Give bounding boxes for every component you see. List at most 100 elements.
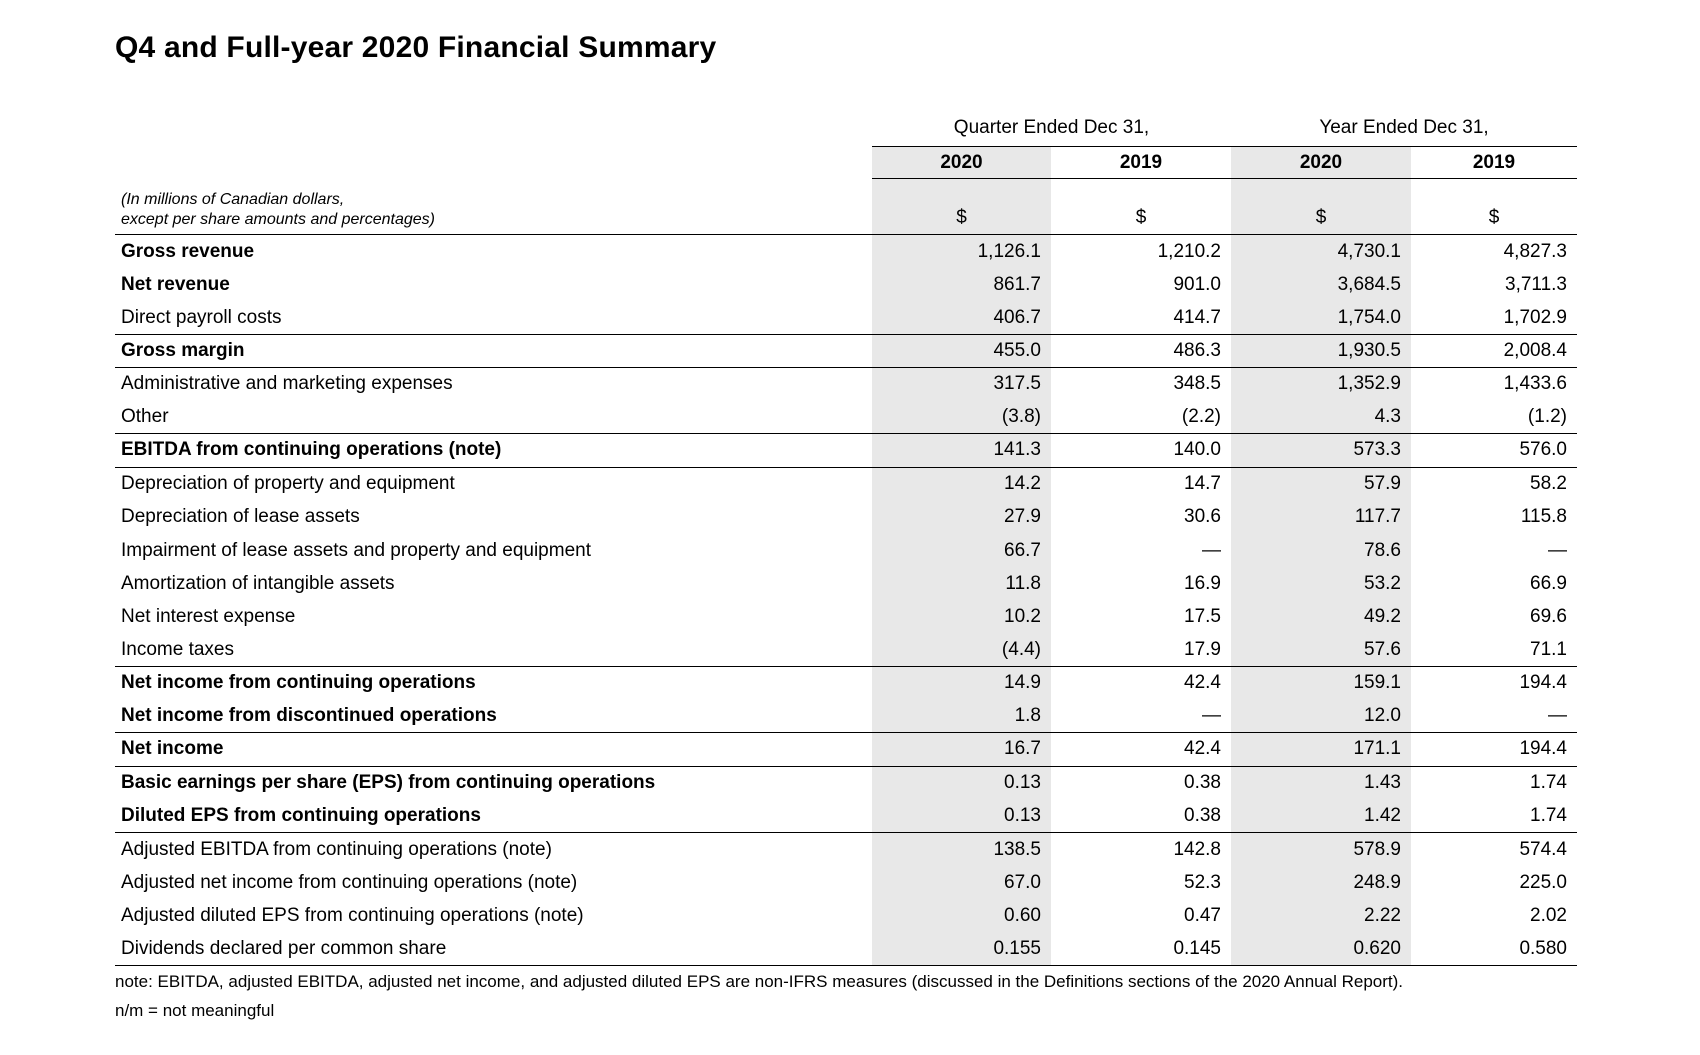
row-value-quarter-2020: 1,126.1	[977, 240, 1041, 262]
row-value-year-2019: 58.2	[1530, 473, 1567, 495]
financial-summary-table: Quarter Ended Dec 31, Year Ended Dec 31,…	[115, 108, 1577, 966]
currency-symbol: $	[956, 207, 967, 228]
row-value-year-2020: 3,684.5	[1337, 273, 1401, 295]
row-value-quarter-2019: 142.8	[1173, 838, 1221, 860]
table-body: Gross revenue 1,126.1 1,210.2 4,730.1 4,…	[115, 235, 1577, 966]
row-value-quarter-2020: (4.4)	[1001, 638, 1041, 660]
row-value-year-2020: 248.9	[1353, 871, 1401, 893]
row-value-quarter-2019: 42.4	[1184, 672, 1221, 694]
row-value-year-2019: 576.0	[1519, 439, 1567, 461]
currency-symbol: $	[1488, 207, 1500, 228]
units-note-line-1: (In millions of Canadian dollars,	[121, 191, 345, 208]
table-row: Net income from discontinued operations …	[115, 700, 1577, 734]
row-value-quarter-2020: 141.3	[993, 439, 1041, 461]
units-note-line-2: except per share amounts and percentages…	[121, 211, 435, 228]
row-value-quarter-2019: —	[1202, 705, 1221, 727]
row-value-year-2020: 1,754.0	[1337, 306, 1401, 328]
row-label: Administrative and marketing expenses	[121, 373, 453, 395]
row-value-year-2019: 194.4	[1519, 738, 1567, 760]
row-value-year-2019: 194.4	[1519, 672, 1567, 694]
row-label: Net interest expense	[121, 606, 296, 628]
row-value-year-2020: 1,352.9	[1337, 373, 1401, 395]
row-value-quarter-2019: 140.0	[1173, 439, 1221, 461]
row-label: Amortization of intangible assets	[121, 572, 395, 594]
row-label: Diluted EPS from continuing operations	[121, 804, 481, 826]
row-value-quarter-2020: 317.5	[993, 373, 1041, 395]
row-label: Dividends declared per common share	[121, 937, 447, 959]
table-row: Net income 16.7 42.4 171.1 194.4	[115, 733, 1577, 767]
table-row: Depreciation of lease assets 27.9 30.6 1…	[115, 501, 1577, 534]
year-header-y2019: 2019	[1411, 147, 1577, 179]
row-value-year-2019: 225.0	[1519, 871, 1567, 893]
row-value-quarter-2020: 406.7	[993, 306, 1041, 328]
row-value-quarter-2019: 17.5	[1184, 606, 1221, 628]
units-row: (In millions of Canadian dollars, except…	[115, 179, 1577, 235]
row-value-year-2019: 1.74	[1530, 772, 1567, 794]
row-value-year-2020: 49.2	[1364, 606, 1401, 628]
row-label: Direct payroll costs	[121, 306, 282, 328]
row-value-quarter-2020: 861.7	[993, 273, 1041, 295]
row-value-year-2020: 78.6	[1364, 539, 1401, 561]
row-value-quarter-2020: 11.8	[1005, 572, 1041, 594]
row-value-year-2020: 4,730.1	[1337, 240, 1401, 262]
table-row: Net interest expense 10.2 17.5 49.2 69.6	[115, 600, 1577, 633]
group-header-spacer	[115, 108, 872, 147]
row-value-year-2020: 117.7	[1354, 506, 1401, 528]
row-value-quarter-2020: 16.7	[1004, 738, 1041, 760]
table-row: Direct payroll costs 406.7 414.7 1,754.0…	[115, 301, 1577, 335]
row-value-quarter-2020: 10.2	[1004, 606, 1041, 628]
row-label: Impairment of lease assets and property …	[121, 539, 591, 561]
row-label: EBITDA from continuing operations (note)	[121, 439, 502, 461]
row-value-quarter-2019: 0.47	[1184, 904, 1221, 926]
row-value-quarter-2020: 14.9	[1004, 672, 1041, 694]
footnote-note: note: EBITDA, adjusted EBITDA, adjusted …	[115, 972, 1403, 991]
row-label: Gross margin	[121, 339, 245, 361]
row-label: Net income from discontinued operations	[121, 705, 497, 727]
row-value-year-2020: 12.0	[1364, 705, 1401, 727]
row-value-year-2020: 1.43	[1364, 772, 1401, 794]
table-row: Gross revenue 1,126.1 1,210.2 4,730.1 4,…	[115, 235, 1577, 268]
row-label: Basic earnings per share (EPS) from cont…	[121, 772, 656, 794]
row-value-year-2020: 578.9	[1353, 838, 1401, 860]
row-value-year-2020: 573.3	[1353, 439, 1401, 461]
table-row: Net revenue 861.7 901.0 3,684.5 3,711.3	[115, 268, 1577, 301]
row-value-year-2019: —	[1548, 705, 1567, 727]
row-value-year-2019: 1.74	[1530, 804, 1567, 826]
currency-symbol: $	[1315, 207, 1327, 228]
table-row: Adjusted net income from continuing oper…	[115, 866, 1577, 899]
row-value-year-2019: 2.02	[1530, 904, 1567, 926]
row-value-year-2019: 1,702.9	[1503, 306, 1567, 328]
row-label: Net income	[121, 738, 224, 760]
row-value-year-2020: 4.3	[1374, 406, 1401, 428]
currency-symbol: $	[1135, 207, 1147, 228]
row-value-quarter-2020: 0.13	[1004, 772, 1041, 794]
table-row: Administrative and marketing expenses 31…	[115, 368, 1577, 401]
table-row: Diluted EPS from continuing operations 0…	[115, 800, 1577, 833]
row-value-year-2020: 0.620	[1353, 937, 1401, 959]
row-value-quarter-2019: 17.9	[1184, 638, 1221, 660]
row-value-quarter-2019: 52.3	[1184, 871, 1221, 893]
table-row: Dividends declared per common share 0.15…	[115, 933, 1577, 966]
row-label: Adjusted net income from continuing oper…	[121, 871, 578, 893]
row-value-quarter-2019: (2.2)	[1181, 406, 1221, 428]
row-value-year-2020: 159.1	[1353, 672, 1401, 694]
group-header-quarter: Quarter Ended Dec 31,	[872, 108, 1231, 147]
row-value-quarter-2019: 901.0	[1173, 273, 1221, 295]
row-label: Income taxes	[121, 638, 234, 660]
row-value-year-2019: 69.6	[1530, 606, 1567, 628]
row-value-quarter-2020: 1.8	[1014, 705, 1041, 727]
row-label: Depreciation of lease assets	[121, 506, 360, 528]
highlight-column-year-2020	[1231, 147, 1411, 966]
row-value-year-2020: 2.22	[1364, 904, 1401, 926]
row-label: Other	[121, 406, 169, 428]
row-label: Gross revenue	[121, 240, 255, 262]
footnote-nm: n/m = not meaningful	[115, 1001, 275, 1020]
row-value-quarter-2019: —	[1202, 539, 1221, 561]
row-value-quarter-2019: 42.4	[1184, 738, 1221, 760]
table-row: Other (3.8) (2.2) 4.3 (1.2)	[115, 401, 1577, 435]
row-value-year-2019: (1.2)	[1527, 406, 1567, 428]
page-title: Q4 and Full-year 2020 Financial Summary	[115, 31, 717, 64]
row-value-quarter-2019: 30.6	[1184, 506, 1221, 528]
row-value-quarter-2019: 0.38	[1184, 772, 1221, 794]
row-value-year-2020: 53.2	[1364, 572, 1401, 594]
